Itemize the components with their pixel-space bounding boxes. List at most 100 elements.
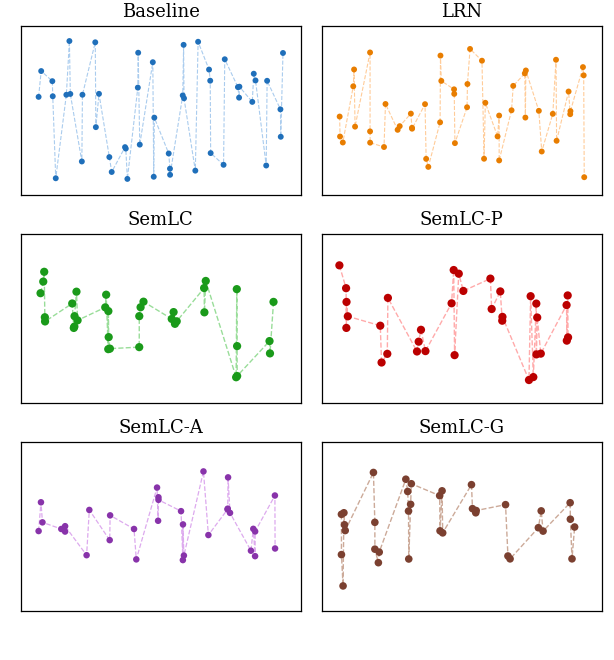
Point (348, 81, 358, 92)
Point (251, 526, 260, 537)
Point (39, 267, 49, 277)
Point (462, 79, 472, 89)
Point (139, 296, 149, 307)
Point (437, 76, 446, 86)
Point (34, 526, 44, 537)
Point (278, 48, 288, 58)
Point (421, 154, 431, 164)
Point (223, 504, 233, 514)
Point (565, 106, 575, 116)
Text: LRN: LRN (441, 3, 482, 21)
Point (200, 307, 209, 317)
Point (339, 508, 349, 518)
Point (170, 319, 180, 329)
Point (421, 346, 430, 356)
Point (193, 36, 203, 47)
Point (435, 525, 445, 536)
Point (407, 123, 417, 134)
Point (232, 341, 242, 351)
Point (270, 543, 280, 554)
Point (449, 84, 459, 94)
Point (223, 504, 233, 515)
Point (136, 302, 146, 313)
Point (72, 315, 82, 325)
Point (121, 143, 131, 154)
Point (477, 55, 487, 66)
Point (529, 372, 538, 382)
Point (232, 284, 242, 294)
Point (34, 92, 44, 102)
Point (580, 172, 589, 182)
Point (105, 510, 115, 521)
Point (507, 105, 516, 115)
Point (94, 88, 104, 99)
Point (77, 156, 87, 167)
Point (349, 64, 359, 75)
Point (435, 490, 445, 501)
Point (335, 131, 345, 142)
Point (365, 47, 375, 57)
Point (336, 549, 346, 560)
Point (64, 36, 74, 46)
Point (69, 311, 79, 321)
Point (565, 498, 575, 508)
Point (508, 81, 518, 91)
Point (133, 82, 142, 93)
Point (370, 544, 380, 554)
Point (567, 554, 577, 564)
Point (37, 517, 47, 527)
Point (198, 466, 208, 477)
Point (479, 154, 489, 164)
Point (435, 117, 445, 127)
Point (165, 170, 175, 180)
Point (220, 54, 230, 65)
Point (246, 545, 256, 556)
Point (338, 137, 348, 148)
Point (536, 348, 546, 359)
Point (459, 286, 468, 296)
Point (497, 315, 507, 326)
Point (149, 172, 158, 182)
Point (231, 372, 241, 383)
Point (420, 99, 430, 110)
Point (565, 109, 575, 119)
Point (579, 70, 589, 81)
Point (276, 131, 286, 142)
Point (205, 75, 215, 86)
Text: SemLC-P: SemLC-P (420, 211, 503, 229)
Point (437, 486, 447, 496)
Point (532, 312, 542, 323)
Point (56, 523, 66, 534)
Point (526, 291, 535, 302)
Point (84, 505, 94, 515)
Point (68, 298, 77, 309)
Point (105, 535, 115, 545)
Point (51, 173, 61, 183)
Point (497, 312, 507, 322)
Point (178, 90, 188, 101)
Point (154, 492, 163, 502)
Point (570, 522, 580, 533)
Point (61, 90, 71, 100)
Point (60, 526, 70, 537)
Point (450, 138, 460, 148)
Point (134, 311, 144, 321)
Point (165, 164, 175, 174)
Point (66, 88, 76, 99)
Point (500, 500, 510, 510)
Point (383, 348, 392, 359)
Point (204, 64, 214, 75)
Point (551, 55, 561, 65)
Point (537, 147, 546, 157)
Point (531, 298, 541, 309)
Point (101, 290, 111, 300)
Point (82, 550, 91, 560)
Point (40, 316, 50, 327)
Point (486, 273, 495, 284)
Point (335, 112, 344, 122)
Point (235, 81, 244, 92)
Point (406, 478, 416, 489)
Point (375, 547, 384, 558)
Point (336, 509, 346, 519)
Point (521, 112, 530, 123)
